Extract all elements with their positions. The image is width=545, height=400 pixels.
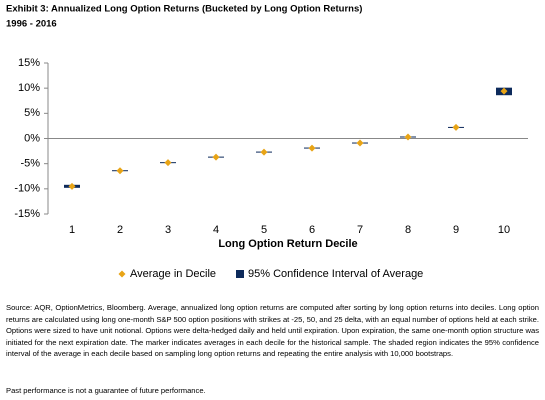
legend-marker (236, 270, 244, 278)
x-axis-label: Long Option Return Decile (218, 238, 357, 250)
y-tick-label: 5% (24, 107, 40, 119)
legend-label: Average in Decile (130, 268, 216, 280)
average-marker (164, 159, 172, 167)
chart-title: Exhibit 3: Annualized Long Option Return… (6, 4, 362, 15)
chart: Exhibit 3: Annualized Long Option Return… (6, 4, 528, 280)
source-note: Source: AQR, OptionMetrics, Bloomberg. A… (6, 303, 539, 358)
average-marker (260, 148, 268, 156)
legend-marker (118, 270, 126, 278)
average-marker (308, 144, 316, 152)
y-tick-label: -15% (14, 208, 40, 220)
disclaimer: Past performance is not a guarantee of f… (6, 386, 206, 395)
x-tick-label: 1 (69, 224, 75, 236)
average-marker (452, 123, 460, 131)
y-tick-label: 10% (18, 82, 40, 94)
x-tick-label: 10 (498, 224, 510, 236)
y-tick-label: -10% (14, 183, 40, 195)
average-marker (356, 139, 364, 147)
average-marker (116, 167, 124, 175)
x-tick-label: 2 (117, 224, 123, 236)
average-marker (68, 182, 76, 190)
average-marker (212, 153, 220, 161)
x-tick-label: 8 (405, 224, 411, 236)
x-tick-label: 5 (261, 224, 267, 236)
chart-subtitle: 1996 - 2016 (6, 19, 57, 30)
x-tick-label: 3 (165, 224, 171, 236)
average-marker (500, 87, 508, 95)
x-tick-label: 6 (309, 224, 315, 236)
x-tick-label: 7 (357, 224, 363, 236)
average-marker (404, 133, 412, 141)
legend-label: 95% Confidence Interval of Average (248, 268, 423, 280)
y-tick-label: -5% (20, 158, 40, 170)
y-tick-label: 0% (24, 132, 40, 144)
y-tick-label: 15% (18, 57, 40, 69)
x-tick-label: 9 (453, 224, 459, 236)
x-tick-label: 4 (213, 224, 219, 236)
